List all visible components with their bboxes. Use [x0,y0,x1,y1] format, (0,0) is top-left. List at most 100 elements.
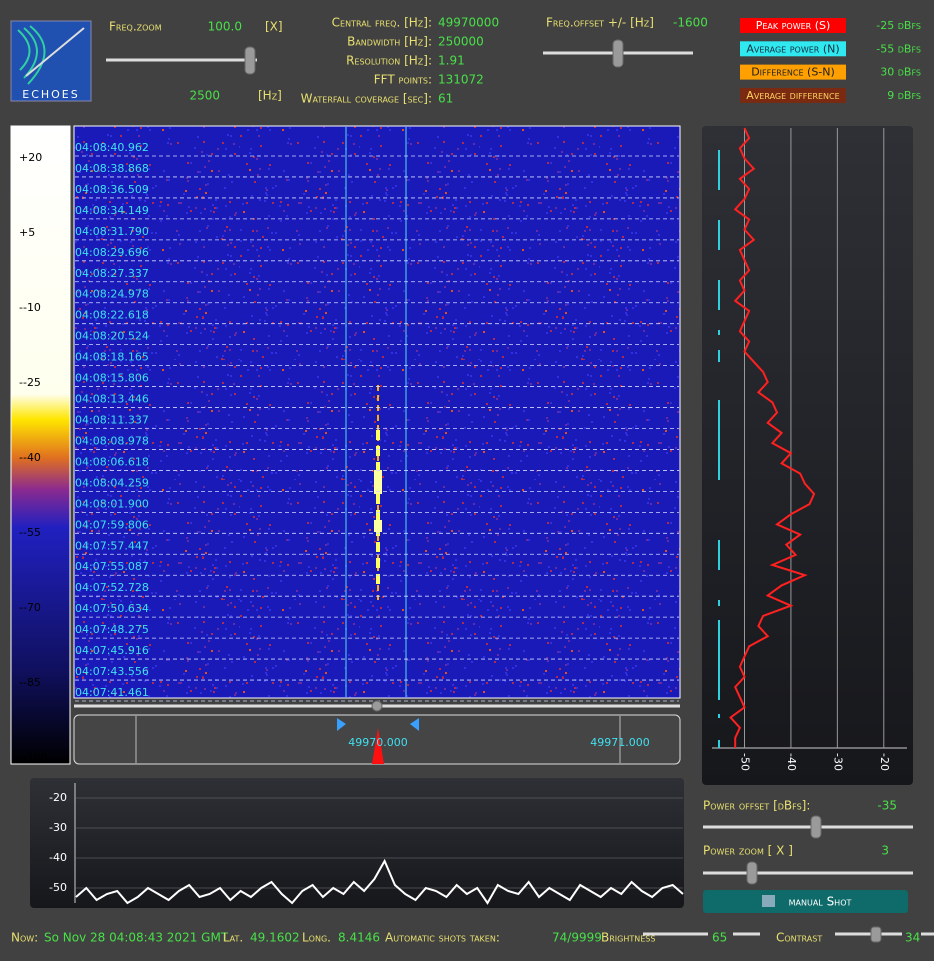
freq-zoom-unit: [X] [265,20,283,34]
timestamp: 04:07:45.916 [75,644,149,657]
power-box [740,41,846,57]
timestamp: 04:08:29.696 [75,246,149,259]
timestamp: 04:08:40.962 [75,141,149,154]
power-zoom-slider[interactable] [746,861,758,885]
timestamp: 04:08:27.337 [75,267,149,280]
span-value: 2500 [189,89,220,103]
timestamp: 04:08:06.618 [75,455,149,468]
info-label: Bandwidth [Hz]: [347,35,432,49]
power-profile-line [729,127,816,748]
timestamp: 04:08:24.978 [75,288,149,301]
brightness-label: Brightness [601,931,655,945]
power-zoom-label: Power zoom [ X ] [703,844,793,858]
x-tick-label: -20 [878,753,891,771]
power-label: Peak power (S) [756,19,831,32]
freq-label: 49971.000 [590,736,650,749]
freq-offset-slider[interactable] [612,39,624,68]
y-tick-label: -50 [49,881,67,894]
color-scale-label: +20 [19,151,42,164]
now-value: So Nov 28 04:08:43 2021 GMT [44,931,229,945]
info-value: 49970000 [438,16,499,30]
logo-text: ECHOES [22,88,80,101]
freq-zoom-value: 100.0 [208,20,242,34]
timestamp: 04:07:57.447 [75,539,149,552]
span-unit: [Hz] [258,89,282,103]
timestamp: 04:08:04.259 [75,476,149,489]
timestamp: 04:08:15.806 [75,372,149,385]
power-box [740,64,846,80]
info-value: 61 [438,92,453,106]
waterfall [73,125,681,699]
shots-label: Automatic shots taken: [385,931,500,945]
freq-offset-label: Freq.offset +/- [Hz] [546,16,654,30]
color-scale-label: --70 [19,601,41,614]
info-value: 250000 [438,35,484,49]
info-value: 1.91 [438,54,465,68]
color-scale-label: --10 [19,301,41,314]
center-marker [372,728,384,764]
info-value: 131072 [438,73,484,87]
power-value: -25 dBfs [876,19,921,32]
info-label: Central freq. [Hz]: [332,16,432,30]
power-value: 30 dBfs [880,66,921,79]
lat-value: 49.1602 [250,931,300,945]
power-profile-panel [702,126,913,785]
timestamp: 04:08:18.165 [75,351,149,364]
logo-meteor [25,27,85,77]
info-label: Resolution [Hz]: [346,54,432,68]
color-scale-label: +5 [19,226,35,239]
y-tick-label: -20 [49,791,67,804]
timestamp: 04:07:59.806 [75,518,149,531]
timestamp: 04:08:13.446 [75,393,149,406]
shots-value: 74/9999 [552,931,602,945]
manual-shot-button[interactable]: manual Shot [703,890,908,913]
timestamp: 04:08:34.149 [75,204,149,217]
x-tick-label: -40 [785,753,798,771]
power-label: Average difference [746,89,839,102]
long-value: 8.4146 [338,931,380,945]
power-offset-value: -35 [877,799,897,813]
timestamp: 04:08:22.618 [75,309,149,322]
timestamp: 04:08:31.790 [75,225,149,238]
meteor-echo [374,385,382,600]
color-scale-label: --25 [19,376,41,389]
power-offset-label: Power offset [dBfs]: [703,799,810,813]
contrast-value: 34 [905,931,920,945]
now-label: Now: [11,931,38,945]
long-label: Long. [302,931,331,945]
color-scale [10,125,71,765]
contrast-slider[interactable] [870,926,882,943]
timestamp: 04:08:36.509 [75,183,149,196]
color-scale-label: --85 [19,676,41,689]
brightness-value: 65 [712,931,727,945]
timestamp: 04:07:48.275 [75,623,149,636]
timestamp: 04:08:01.900 [75,497,149,510]
timestamp: 04:07:41.461 [75,686,149,699]
info-label: FFT points: [374,73,432,87]
freq-offset-value: -1600 [673,16,708,30]
x-tick-label: -30 [831,753,844,771]
timestamp: 04:07:52.728 [75,581,149,594]
color-scale-label: --55 [19,526,41,539]
timestamp: 04:07:50.634 [75,602,149,615]
power-value: -55 dBfs [876,42,921,55]
spectrum-line [75,858,684,905]
power-label: Difference (S-N) [751,66,835,79]
timestamp: 04:08:08.978 [75,434,149,447]
power-box [740,18,846,33]
timestamp: 04:07:55.087 [75,560,149,573]
freq-zoom-slider[interactable] [244,46,256,75]
power-offset-slider[interactable] [810,815,822,839]
timestamp: 04:08:20.524 [75,330,149,343]
freq-label: 49970.000 [348,736,408,749]
tuning-slider[interactable] [371,700,383,712]
y-tick-label: -30 [49,821,67,834]
y-tick-label: -40 [49,851,67,864]
button-label: manual Shot [789,895,852,909]
color-scale-label: --100 [19,751,48,764]
power-box [740,87,846,103]
spectrum-panel [30,778,684,908]
freq-zoom-label: Freq.zoom [109,20,162,34]
power-zoom-value: 3 [881,844,889,858]
